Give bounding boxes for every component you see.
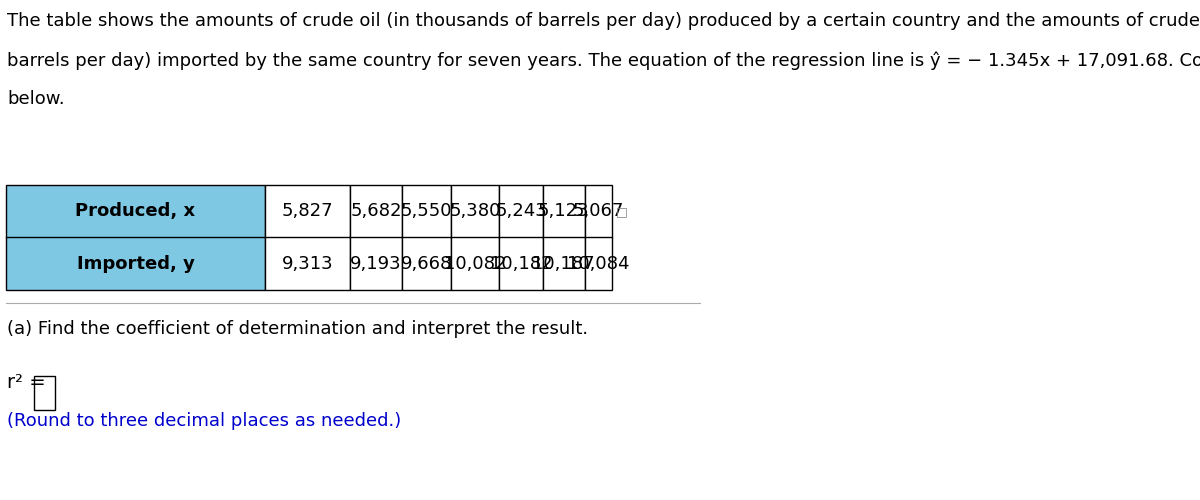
Text: 9,668: 9,668 bbox=[401, 254, 452, 272]
Text: 5,067: 5,067 bbox=[572, 202, 624, 220]
Text: Produced, x: Produced, x bbox=[76, 202, 196, 220]
Bar bbox=[499, 185, 542, 238]
Text: □: □ bbox=[616, 205, 628, 218]
Bar bbox=[402, 185, 451, 238]
Text: 10,084: 10,084 bbox=[568, 254, 630, 272]
Text: r² =: r² = bbox=[7, 372, 46, 392]
Bar bbox=[402, 238, 451, 290]
Bar bbox=[451, 238, 499, 290]
Text: below.: below. bbox=[7, 90, 65, 108]
Text: The table shows the amounts of crude oil (in thousands of barrels per day) produ: The table shows the amounts of crude oil… bbox=[7, 12, 1200, 30]
Text: 5,380: 5,380 bbox=[450, 202, 502, 220]
Text: 5,682: 5,682 bbox=[350, 202, 402, 220]
Text: Imported, y: Imported, y bbox=[77, 254, 194, 272]
Text: (a) Find the coefficient of determination and interpret the result.: (a) Find the coefficient of determinatio… bbox=[7, 320, 588, 338]
Text: 9,313: 9,313 bbox=[282, 254, 334, 272]
Bar bbox=[265, 238, 350, 290]
Bar bbox=[584, 238, 612, 290]
Text: 10,182: 10,182 bbox=[490, 254, 552, 272]
Text: 5,243: 5,243 bbox=[496, 202, 547, 220]
Bar bbox=[499, 238, 542, 290]
Bar bbox=[350, 185, 402, 238]
Bar bbox=[265, 185, 350, 238]
Text: 10,082: 10,082 bbox=[444, 254, 506, 272]
Text: 5,550: 5,550 bbox=[401, 202, 452, 220]
Bar bbox=[451, 185, 499, 238]
Bar bbox=[542, 238, 584, 290]
Bar bbox=[350, 238, 402, 290]
Text: 9,193: 9,193 bbox=[350, 254, 402, 272]
Text: 5,827: 5,827 bbox=[282, 202, 334, 220]
Bar bbox=[34, 376, 55, 410]
Bar bbox=[542, 185, 584, 238]
Text: 10,187: 10,187 bbox=[533, 254, 595, 272]
Text: (Round to three decimal places as needed.): (Round to three decimal places as needed… bbox=[7, 412, 401, 430]
Bar bbox=[584, 185, 612, 238]
Text: barrels per day) imported by the same country for seven years. The equation of t: barrels per day) imported by the same co… bbox=[7, 52, 1200, 70]
Bar bbox=[6, 238, 265, 290]
Bar bbox=[6, 185, 265, 238]
Text: 5,123: 5,123 bbox=[538, 202, 589, 220]
